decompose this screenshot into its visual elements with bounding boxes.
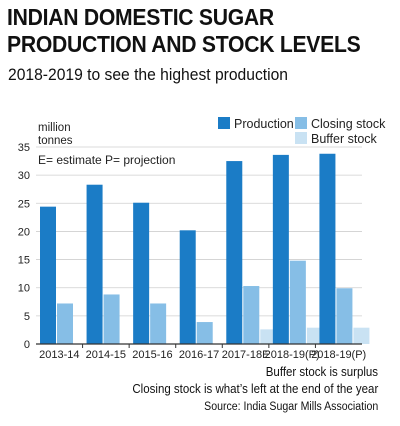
chart-subtitle: 2018-2019 to see the highest production: [8, 65, 288, 84]
legend-closing-stock-swatch: [295, 117, 307, 129]
labels: 0 5 10 15 20 25 30 35 2013-14 2014-15 2015-16 2016-…: [18, 122, 366, 361]
legend-buffer-stock-swatch: [295, 132, 307, 144]
y-tick-label: 35: [18, 142, 30, 154]
production-bar: [226, 161, 243, 344]
closing-stock-bar: [150, 303, 167, 344]
buffer-stock-bar: [306, 327, 323, 344]
x-tick-label: 2017-18E: [222, 349, 270, 361]
x-tick-label: 2018-19(P): [265, 349, 320, 361]
y-tick-label: 5: [24, 311, 30, 323]
legend-production-swatch: [218, 117, 230, 129]
legend-buffer-stock-label: Buffer stock: [311, 132, 378, 146]
y-tick-label: 25: [18, 198, 30, 210]
y-tick-label: 15: [18, 255, 30, 267]
axes: [36, 343, 362, 348]
x-tick-label: 2014-15: [86, 349, 126, 361]
production-bar: [272, 154, 289, 344]
x-tick-label: 2015-16: [132, 349, 172, 361]
legend-closing-stock-label: Closing stock: [311, 117, 386, 131]
production-bar: [133, 202, 150, 344]
closing-stock-note: Closing stock is what’s left at the end …: [132, 382, 378, 396]
closing-stock-bar: [243, 286, 260, 344]
production-bar: [179, 230, 196, 344]
x-tick-label: 2018-19(P): [311, 349, 366, 361]
closing-stock-bar: [103, 294, 120, 344]
buffer-stock-note: Buffer stock is surplus: [265, 365, 378, 379]
production-bar: [40, 206, 56, 344]
y-tick-label: 10: [18, 283, 30, 295]
source-note: Source: India Sugar Mills Association: [203, 401, 378, 413]
buffer-stock-bar: [353, 327, 370, 344]
chart-title: INDIAN DOMESTIC SUGAR PRODUCTION AND STO…: [7, 4, 361, 57]
x-tick-label: 2016-17: [179, 349, 219, 361]
y-tick-label: 30: [18, 170, 30, 182]
bars: [40, 153, 370, 344]
y-tick-label: 20: [18, 226, 30, 238]
buffer-stock-bar: [260, 329, 277, 344]
production-bar: [86, 184, 103, 344]
legend-production-label: Production: [234, 117, 294, 131]
closing-stock-bar: [57, 303, 73, 344]
closing-stock-bar: [289, 260, 306, 344]
x-tick-label: 2013-14: [39, 349, 79, 361]
production-bar: [319, 153, 336, 344]
gridlines: [36, 146, 362, 317]
estimate-annotation: E= estimate P= projection: [38, 153, 175, 167]
closing-stock-bar: [196, 322, 213, 344]
closing-stock-bar: [336, 288, 353, 344]
y-axis-label: million tonnes: [38, 122, 73, 147]
y-tick-label: 0: [24, 339, 30, 351]
